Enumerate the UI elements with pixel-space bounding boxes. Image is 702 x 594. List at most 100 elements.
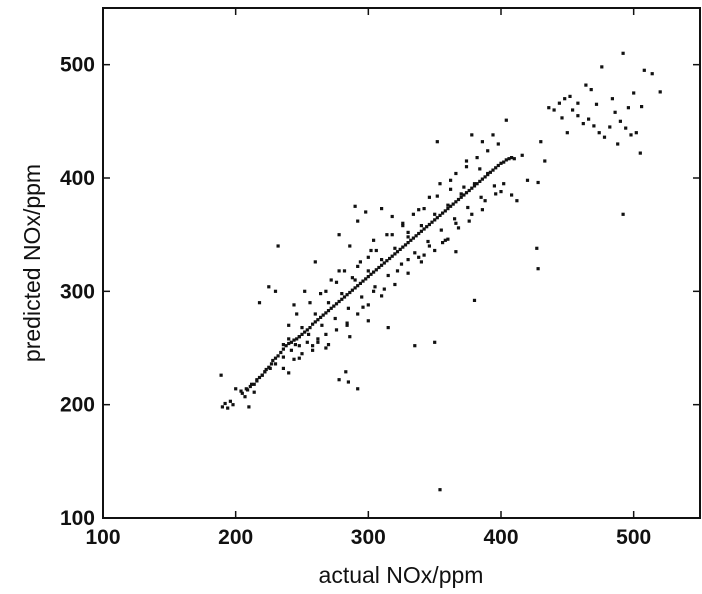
data-point [303, 289, 307, 293]
data-point [525, 178, 530, 182]
data-point [300, 326, 304, 330]
data-point [502, 160, 506, 164]
data-point [480, 177, 484, 181]
data-point [337, 299, 341, 304]
data-point [373, 285, 377, 289]
data-point [454, 221, 458, 225]
data-point [300, 352, 304, 356]
y-tick-label: 300 [60, 280, 95, 303]
data-point [446, 203, 450, 207]
data-point [492, 184, 496, 188]
data-point [557, 101, 561, 105]
data-point [478, 167, 482, 171]
data-point [446, 237, 450, 241]
data-point [470, 212, 474, 216]
data-point [287, 337, 291, 341]
data-point [475, 182, 479, 186]
data-point [504, 158, 508, 162]
data-point [366, 255, 370, 259]
data-point [464, 165, 469, 169]
data-point [320, 323, 324, 327]
data-point [340, 292, 344, 296]
data-point [372, 270, 376, 274]
x-tick-label: 300 [351, 526, 386, 549]
data-point [326, 301, 331, 305]
data-point [292, 338, 296, 342]
data-point [441, 241, 445, 245]
data-point [380, 294, 384, 298]
data-point [321, 313, 325, 317]
data-point [621, 212, 625, 216]
data-point [281, 355, 285, 359]
data-point [608, 125, 612, 129]
data-point [480, 140, 484, 144]
data-point [411, 212, 415, 216]
data-point [366, 275, 370, 279]
data-point [547, 106, 551, 110]
data-point [483, 175, 487, 179]
data-point [297, 335, 301, 339]
data-point [220, 405, 224, 409]
data-point [390, 254, 394, 258]
data-point [439, 228, 443, 232]
data-point [504, 118, 508, 122]
data-point [499, 190, 503, 194]
data-point [610, 97, 614, 101]
data-point [496, 163, 500, 168]
data-point [491, 133, 495, 137]
data-point [478, 179, 482, 183]
data-point [459, 195, 463, 199]
data-point [361, 305, 365, 309]
data-point [427, 195, 431, 199]
data-point [535, 246, 539, 250]
data-point [346, 380, 350, 384]
data-point [356, 264, 360, 268]
data-point [413, 344, 417, 348]
data-point [417, 231, 421, 236]
data-point [576, 114, 580, 118]
data-point [413, 251, 417, 255]
x-axis-label: actual NOx/ppm [319, 562, 484, 588]
data-point [494, 192, 498, 196]
data-point [297, 344, 301, 348]
data-point [313, 320, 317, 324]
data-point [433, 340, 437, 344]
data-point [475, 156, 479, 160]
data-point [295, 312, 299, 316]
data-point [228, 399, 232, 403]
data-point [289, 340, 293, 344]
data-point [638, 151, 642, 155]
data-point [411, 236, 415, 240]
data-point [287, 371, 291, 375]
data-point [568, 94, 572, 98]
data-point [257, 301, 262, 305]
data-point [326, 343, 331, 347]
data-point [356, 284, 360, 288]
data-point [427, 222, 431, 227]
data-point [427, 244, 431, 248]
data-point [374, 268, 378, 272]
data-point [313, 260, 317, 264]
data-point [385, 259, 389, 263]
data-point [393, 282, 397, 287]
data-point [414, 234, 418, 238]
data-point [401, 245, 405, 249]
data-point [406, 241, 410, 245]
data-point [273, 356, 278, 360]
data-point [326, 309, 331, 313]
data-point [333, 316, 337, 321]
data-point [563, 97, 567, 101]
data-point [234, 387, 238, 391]
data-point [324, 311, 328, 315]
data-point [449, 204, 453, 208]
data-point [433, 218, 437, 222]
data-point [459, 192, 463, 196]
data-point [426, 239, 430, 244]
data-point [438, 488, 442, 492]
data-point [334, 302, 339, 306]
data-point [483, 199, 487, 203]
data-point [438, 182, 442, 186]
data-point [466, 205, 470, 210]
data-point [536, 180, 540, 185]
data-point [324, 289, 328, 293]
